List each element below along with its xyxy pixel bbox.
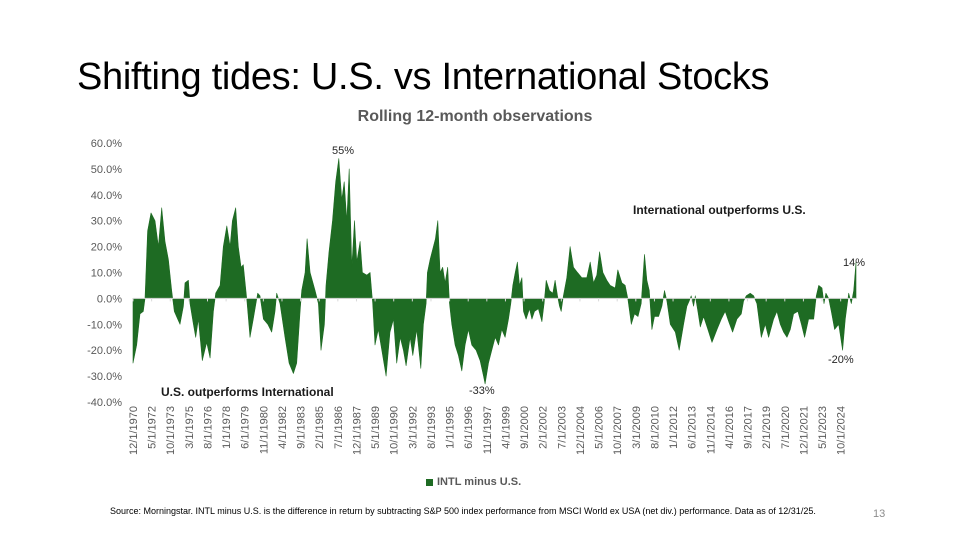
chart-title: Rolling 12-month observations (357, 108, 593, 125)
legend-swatch (426, 478, 433, 486)
annotation-trough: -33% (469, 385, 495, 397)
x-tick-label: 12/1/2021 (798, 406, 810, 455)
x-tick-label: 1/1/2012 (668, 406, 680, 449)
x-tick-label: 5/1/1989 (370, 406, 382, 449)
x-tick-label: 4/1/2016 (724, 406, 736, 449)
x-tick-label: 6/1/1996 (463, 406, 475, 449)
y-tick-label: 10.0% (91, 268, 122, 280)
x-tick-label: 9/1/1983 (296, 406, 308, 449)
x-tick-label: 6/1/1979 (240, 406, 252, 449)
x-tick-label: 11/1/1997 (482, 406, 494, 454)
x-tick-label: 12/1/2004 (575, 406, 587, 455)
legend-label: INTL minus U.S. (437, 476, 522, 488)
y-tick-label: -40.0% (87, 397, 122, 409)
x-axis: 12/1/1970 5/1/1972 10/1/1973 3/1/1975 8/1/19… (128, 298, 848, 455)
x-tick-label: 8/1/1976 (202, 406, 214, 449)
x-tick-label: 2/1/1985 (314, 406, 326, 449)
x-tick-label: 6/1/2013 (687, 406, 699, 449)
x-tick-label: 12/1/1987 (351, 406, 363, 455)
annotation-intl-outperforms: International outperforms U.S. (633, 203, 806, 217)
x-tick-label: 4/1/1999 (500, 406, 512, 449)
y-tick-label: 0.0% (97, 293, 122, 305)
annotation-latest: 14% (843, 257, 866, 269)
annotation-peak: 55% (332, 145, 355, 157)
annotation-recent-low: -20% (828, 354, 854, 366)
x-tick-label: 3/1/1975 (184, 406, 196, 449)
x-tick-label: 7/1/2003 (556, 406, 568, 449)
y-tick-label: 40.0% (91, 190, 122, 202)
x-tick-label: 5/1/2023 (817, 406, 829, 449)
x-tick-label: 2/1/2002 (538, 406, 550, 449)
x-tick-label: 2/1/2019 (761, 406, 773, 449)
x-tick-label: 10/1/2007 (612, 406, 624, 455)
x-tick-label: 8/1/2010 (649, 406, 661, 449)
y-tick-label: 30.0% (91, 216, 122, 228)
page-number: 13 (873, 508, 886, 520)
y-tick-label: 20.0% (91, 242, 122, 254)
x-tick-label: 1/1/1978 (221, 406, 233, 449)
x-tick-label: 3/1/2009 (631, 406, 643, 449)
legend: INTL minus U.S. (426, 476, 521, 488)
x-tick-label: 7/1/1986 (333, 406, 345, 449)
x-tick-label: 10/1/1973 (165, 406, 177, 455)
x-tick-label: 11/1/2014 (705, 406, 717, 454)
y-tick-label: 60.0% (91, 138, 122, 150)
y-tick-label: -10.0% (87, 319, 122, 331)
x-tick-label: 9/1/2017 (743, 406, 755, 449)
x-tick-label: 11/1/1980 (258, 406, 270, 454)
y-tick-label: 50.0% (91, 164, 122, 176)
x-tick-label: 7/1/2020 (780, 406, 792, 449)
slide-title: Shifting tides: U.S. vs International St… (77, 56, 770, 98)
x-tick-label: 4/1/1982 (277, 406, 289, 449)
x-tick-label: 12/1/1970 (128, 406, 140, 455)
x-tick-label: 5/1/2006 (594, 406, 606, 449)
x-tick-label: 10/1/2024 (836, 406, 848, 455)
annotation-us-outperforms: U.S. outperforms International (161, 385, 334, 399)
y-tick-label: -30.0% (87, 371, 122, 383)
source-note: Source: Morningstar. INTL minus U.S. is … (110, 506, 816, 516)
series-area-intl-minus-us (132, 158, 857, 385)
x-tick-label: 9/1/2000 (519, 406, 531, 449)
x-tick-label: 8/1/1993 (426, 406, 438, 449)
y-tick-label: -20.0% (87, 345, 122, 357)
x-tick-label: 1/1/1995 (445, 406, 457, 449)
x-tick-label: 10/1/1990 (389, 406, 401, 455)
x-tick-label: 3/1/1992 (407, 406, 419, 449)
x-tick-label: 5/1/1972 (147, 406, 159, 449)
y-axis: -40.0% -30.0% -20.0% -10.0% 0.0% 10.0% 20.0% 30… (87, 138, 122, 409)
